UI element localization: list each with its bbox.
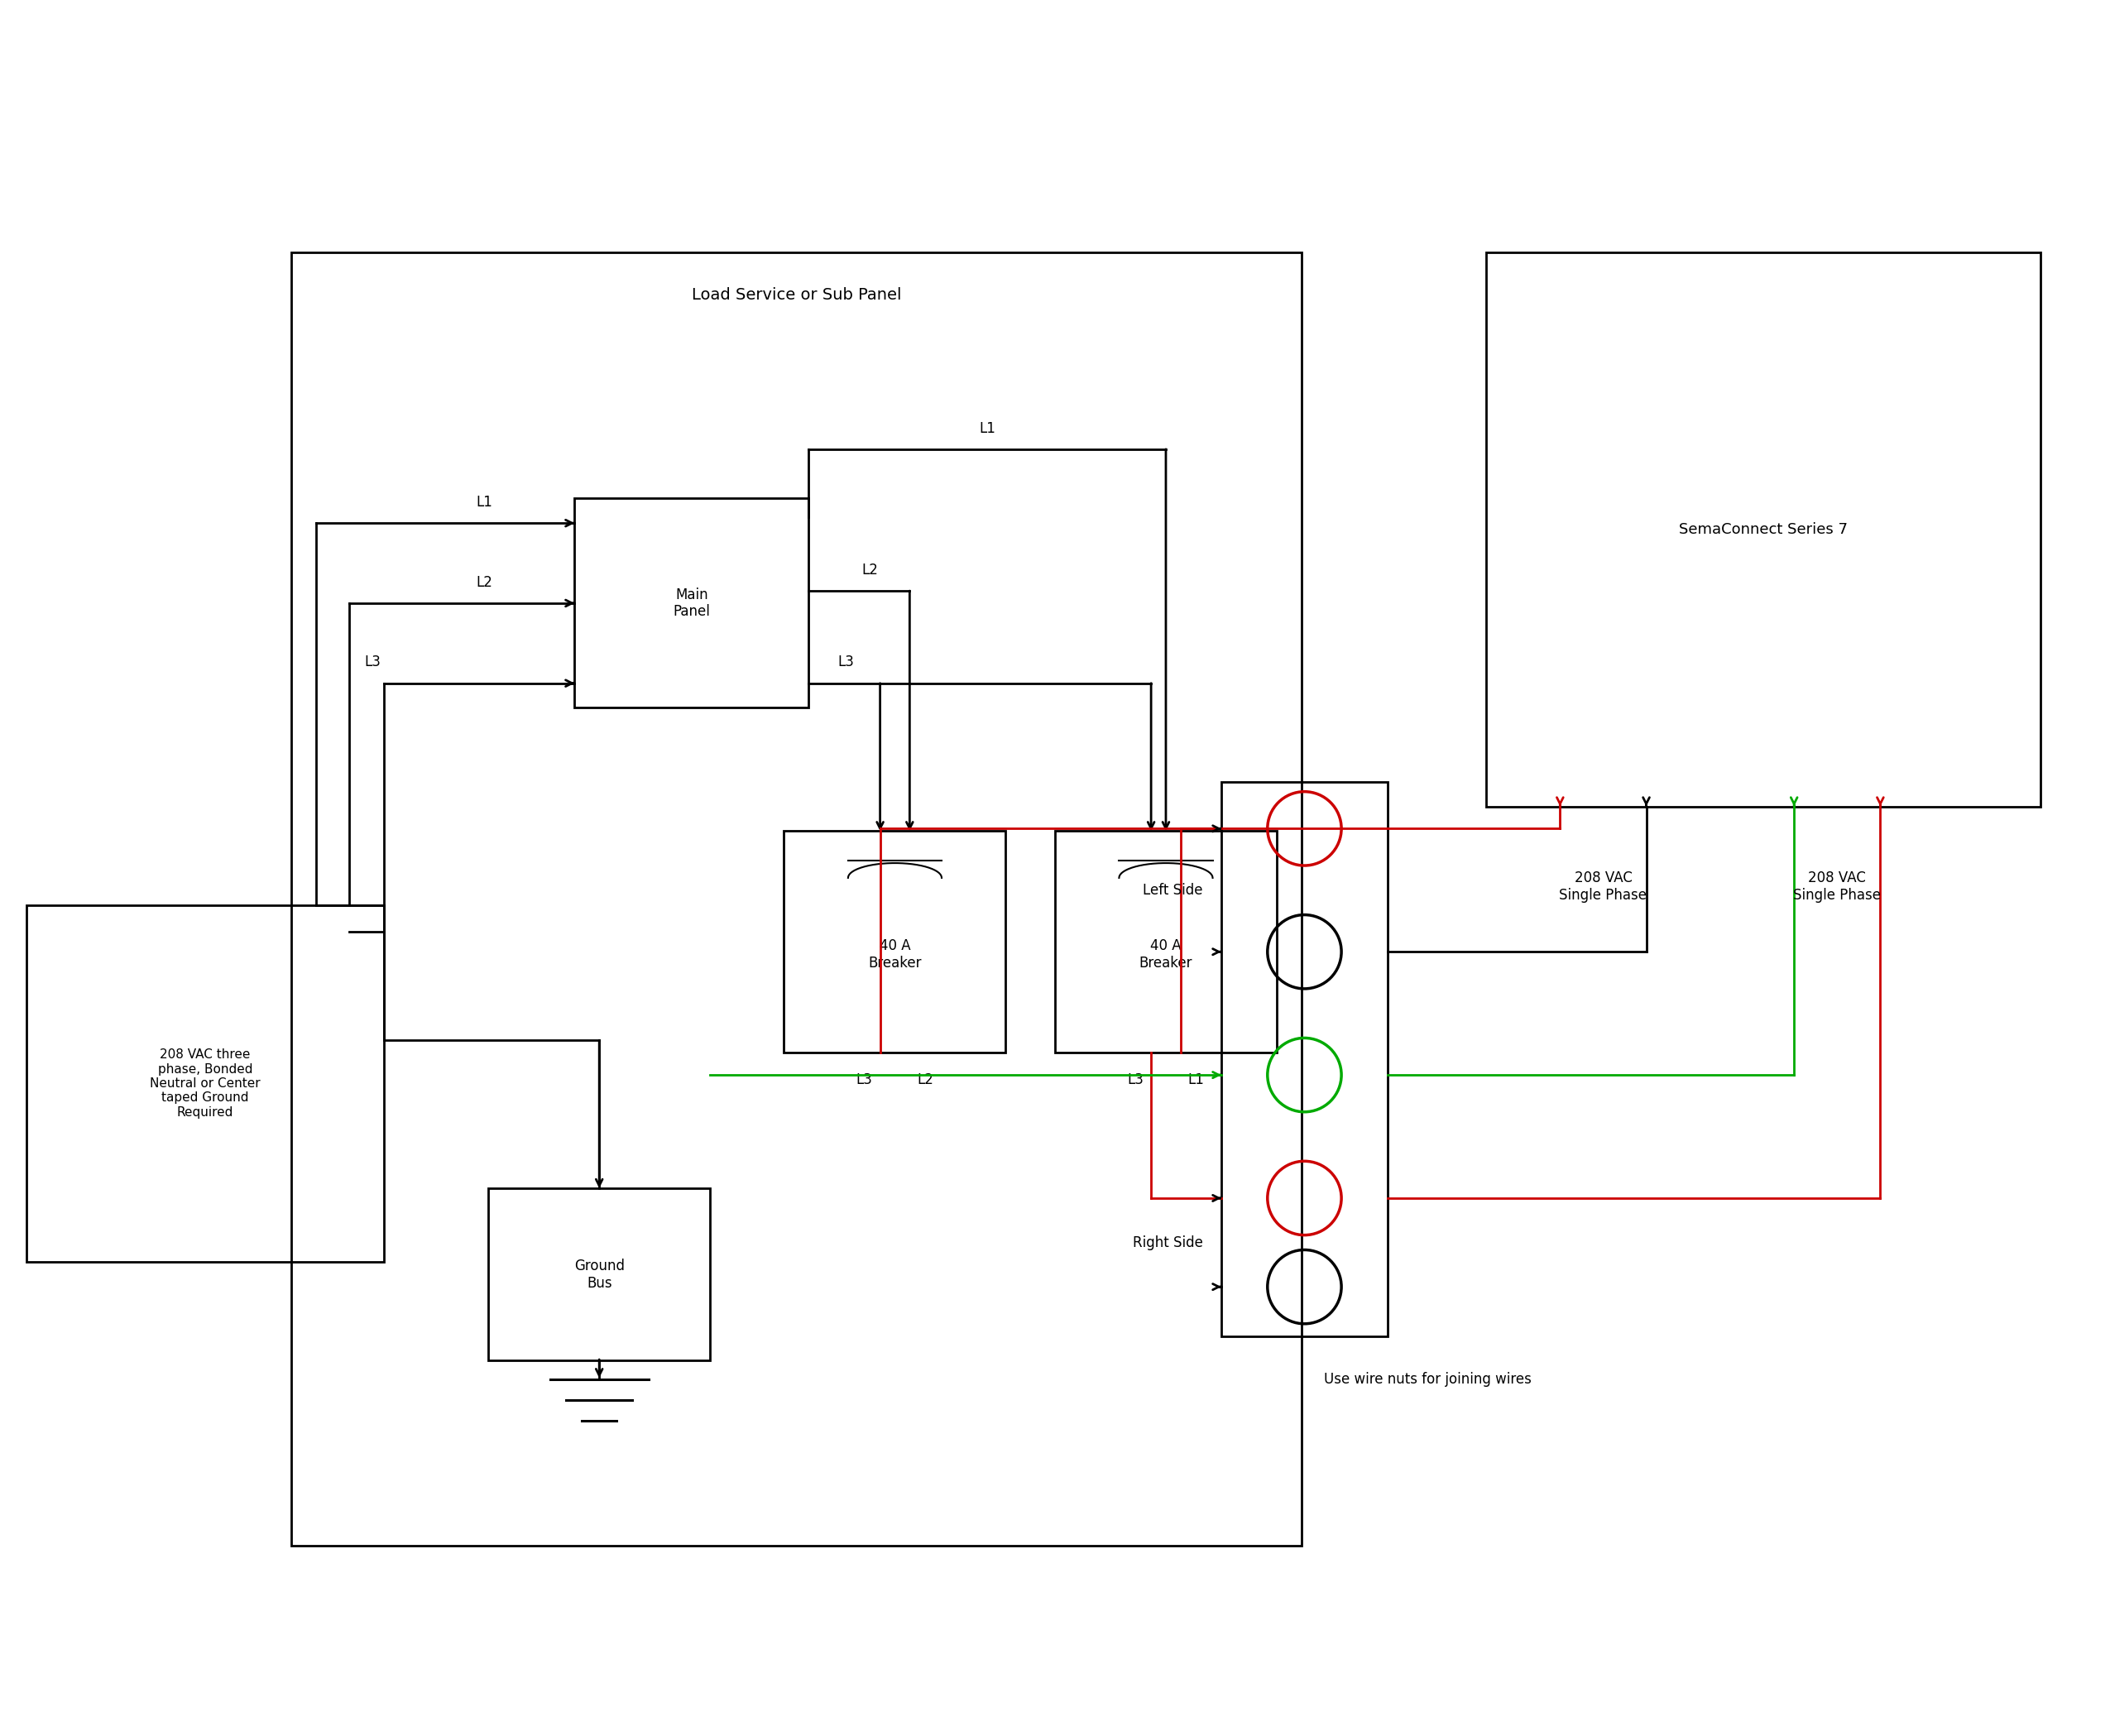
Text: L3: L3 <box>838 654 855 670</box>
Bar <box>291 252 1302 1545</box>
Text: 208 VAC three
phase, Bonded
Neutral or Center
taped Ground
Required: 208 VAC three phase, Bonded Neutral or C… <box>150 1049 260 1118</box>
Bar <box>487 1187 711 1361</box>
Text: Left Side: Left Side <box>1144 882 1203 898</box>
Bar <box>27 904 384 1262</box>
Text: L3: L3 <box>365 654 382 670</box>
Text: Use wire nuts for joining wires: Use wire nuts for joining wires <box>1323 1371 1532 1387</box>
Bar <box>785 832 1006 1052</box>
Text: Load Service or Sub Panel: Load Service or Sub Panel <box>692 288 901 304</box>
Text: 208 VAC
Single Phase: 208 VAC Single Phase <box>1793 870 1880 903</box>
Text: L3: L3 <box>1127 1073 1144 1087</box>
Text: Ground
Bus: Ground Bus <box>574 1259 625 1290</box>
Text: 40 A
Breaker: 40 A Breaker <box>1139 937 1192 970</box>
Text: L2: L2 <box>863 562 878 578</box>
Bar <box>574 498 808 708</box>
Bar <box>1055 832 1277 1052</box>
Text: 208 VAC
Single Phase: 208 VAC Single Phase <box>1559 870 1648 903</box>
Text: L2: L2 <box>918 1073 933 1087</box>
Text: L2: L2 <box>477 575 492 590</box>
Text: SemaConnect Series 7: SemaConnect Series 7 <box>1680 523 1848 536</box>
Text: L3: L3 <box>857 1073 874 1087</box>
Text: 40 A
Breaker: 40 A Breaker <box>867 937 922 970</box>
Text: L1: L1 <box>477 495 492 510</box>
Text: Right Side: Right Side <box>1133 1234 1203 1250</box>
Text: Main
Panel: Main Panel <box>673 587 711 620</box>
Bar <box>1222 781 1388 1337</box>
Bar <box>1485 252 2040 807</box>
Text: L1: L1 <box>979 420 996 436</box>
Text: L1: L1 <box>1188 1073 1205 1087</box>
